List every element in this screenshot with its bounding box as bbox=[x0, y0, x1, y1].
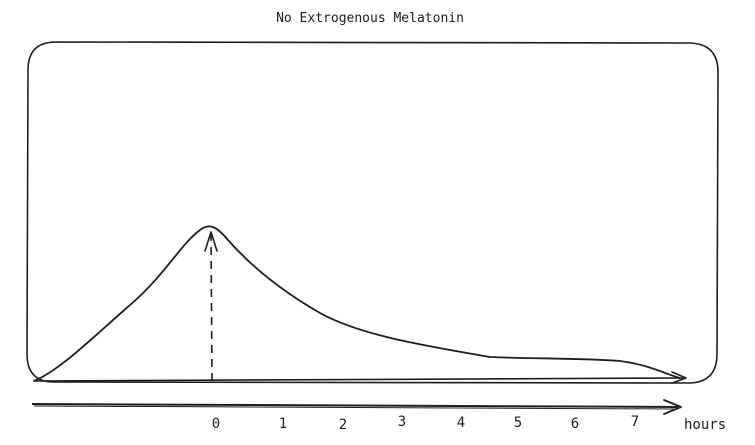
tick-label-0: 0 bbox=[212, 416, 220, 432]
hours-axis-arrowhead bbox=[663, 399, 682, 415]
hours-axis-line-sketch bbox=[33, 405, 677, 410]
inner-baseline-arrowhead bbox=[671, 371, 687, 384]
hours-axis-line bbox=[31, 403, 679, 408]
axis-unit-label: hours bbox=[684, 417, 726, 433]
frame-box bbox=[26, 41, 719, 384]
tick-label-1: 1 bbox=[279, 416, 287, 432]
inner-baseline bbox=[33, 377, 684, 382]
tick-label-3: 3 bbox=[398, 414, 406, 430]
tick-label-7: 7 bbox=[631, 414, 639, 430]
melatonin-curve bbox=[33, 225, 681, 382]
tick-label-6: 6 bbox=[571, 416, 579, 432]
tick-label-2: 2 bbox=[339, 417, 347, 433]
peak-arrowhead bbox=[204, 231, 218, 252]
tick-labels: 0 1 2 3 4 5 6 7 bbox=[212, 414, 639, 433]
tick-label-5: 5 bbox=[514, 415, 522, 431]
diagram-title: No Extrogenous Melatonin bbox=[276, 11, 464, 26]
tick-label-4: 4 bbox=[457, 415, 465, 431]
peak-dashed-line bbox=[210, 231, 213, 382]
